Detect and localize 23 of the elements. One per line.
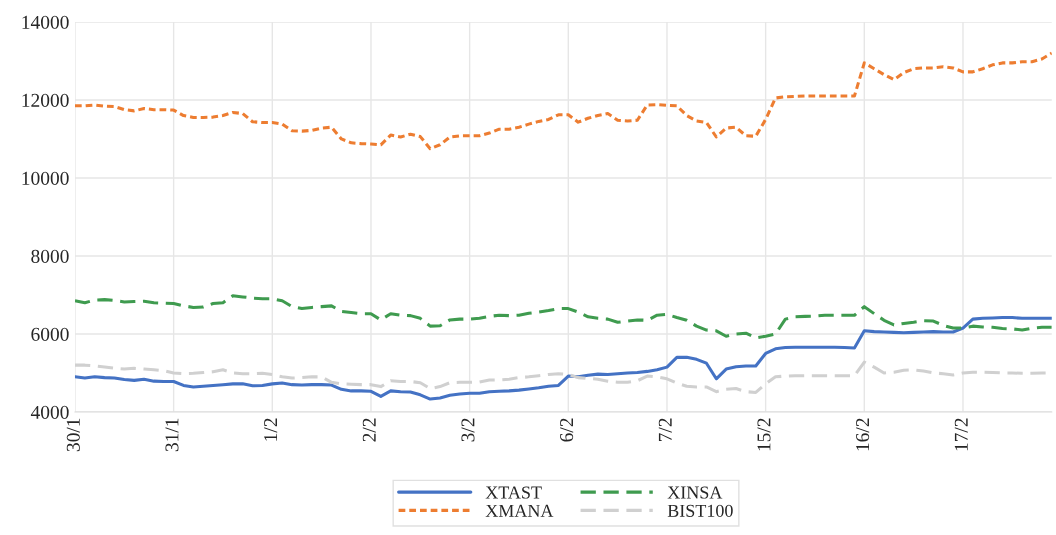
line-series xyxy=(74,51,1052,151)
y-tick-label: 6000 xyxy=(31,327,69,341)
legend-label: XINSA xyxy=(667,486,723,499)
x-tick-label: 7/2 xyxy=(658,418,672,442)
legend-label: XTAST xyxy=(485,486,542,499)
x-tick-label: 3/2 xyxy=(461,418,475,442)
x-tick-label: 1/2 xyxy=(264,418,278,441)
y-tick-label: 4000 xyxy=(30,405,69,419)
legend-label: XMANA xyxy=(485,504,554,517)
x-tick-label: 16/2 xyxy=(856,418,870,451)
x-tick-label: 2/2 xyxy=(362,418,376,442)
x-tick-label: 30/1 xyxy=(66,418,80,452)
x-tick-label: 31/1 xyxy=(165,418,179,452)
y-tick-label: 8000 xyxy=(31,249,69,263)
x-tick-label: 15/2 xyxy=(757,418,771,451)
y-tick-label: 12000 xyxy=(22,93,69,107)
y-tick-label: 14000 xyxy=(22,15,69,29)
line-series xyxy=(74,294,1052,340)
x-tick-label: 17/2 xyxy=(954,418,968,451)
y-tick-label: 10000 xyxy=(22,171,69,185)
line-series xyxy=(74,316,1052,401)
legend-label: BIST100 xyxy=(667,504,733,517)
x-tick-label: 6/2 xyxy=(560,418,574,442)
